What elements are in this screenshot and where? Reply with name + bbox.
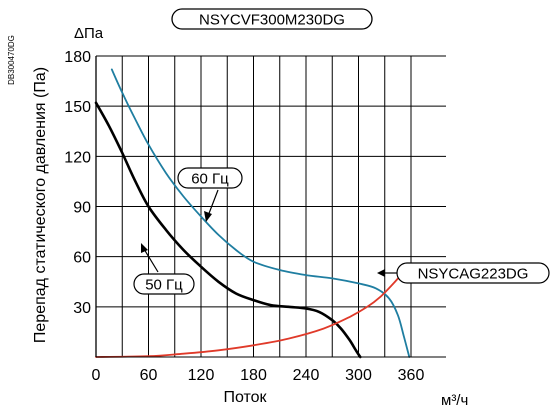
x-axis-label: Поток: [223, 389, 267, 406]
x-tick-label: 180: [240, 367, 267, 384]
callout-60hz-arrow-head: [204, 211, 212, 222]
y-tick-label: 60: [73, 250, 91, 267]
callout-60hz-label: 60 Гц: [191, 171, 229, 188]
axes: [95, 56, 446, 358]
title-box: [171, 8, 373, 30]
callout-50hz-box: [133, 273, 195, 295]
x-tick-label: 360: [398, 367, 425, 384]
tick-labels: 0 60 120 180 240 300 360 30 60 90 120 150 180: [64, 49, 424, 384]
grid: [96, 55, 446, 357]
y-axis-unit: ΔПа: [74, 25, 104, 42]
callout-nsycag-arrow-head: [377, 269, 385, 277]
y-axis-label: Перепад статического давления (Па): [32, 67, 49, 343]
x-tick-label: 240: [293, 367, 320, 384]
callout-nsycag-label: NSYCAG223DG: [418, 266, 529, 283]
callout-50hz-arrow-line: [143, 248, 159, 273]
callouts: 60 Гц 50 Гц NSYCAG223DG: [133, 167, 550, 295]
callout-50hz-label: 50 Гц: [145, 277, 183, 294]
chart-title: NSYCVF300M230DG: [199, 12, 345, 29]
x-tick-label: 120: [188, 367, 215, 384]
x-tick-label: 0: [92, 367, 101, 384]
side-code: DB300470DG: [7, 35, 16, 85]
series-line-nsycag223dg: [95, 272, 404, 358]
y-tick-label: 90: [73, 200, 91, 217]
x-tick-label: 300: [345, 367, 372, 384]
series-lines: [94, 68, 411, 359]
callout-50hz-arrow-head: [141, 243, 148, 253]
y-tick-label: 180: [64, 49, 91, 66]
x-axis-unit: м³/ч: [441, 392, 468, 407]
series-line-50hz: [94, 101, 362, 359]
series-line-60hz: [110, 68, 411, 358]
callout-60hz-box: [177, 167, 243, 189]
y-tick-label: 150: [64, 99, 91, 116]
callout-60hz-arrow-line: [207, 189, 219, 217]
x-tick-label: 60: [140, 367, 158, 384]
y-tick-label: 30: [73, 300, 91, 317]
y-tick-label: 120: [64, 149, 91, 166]
